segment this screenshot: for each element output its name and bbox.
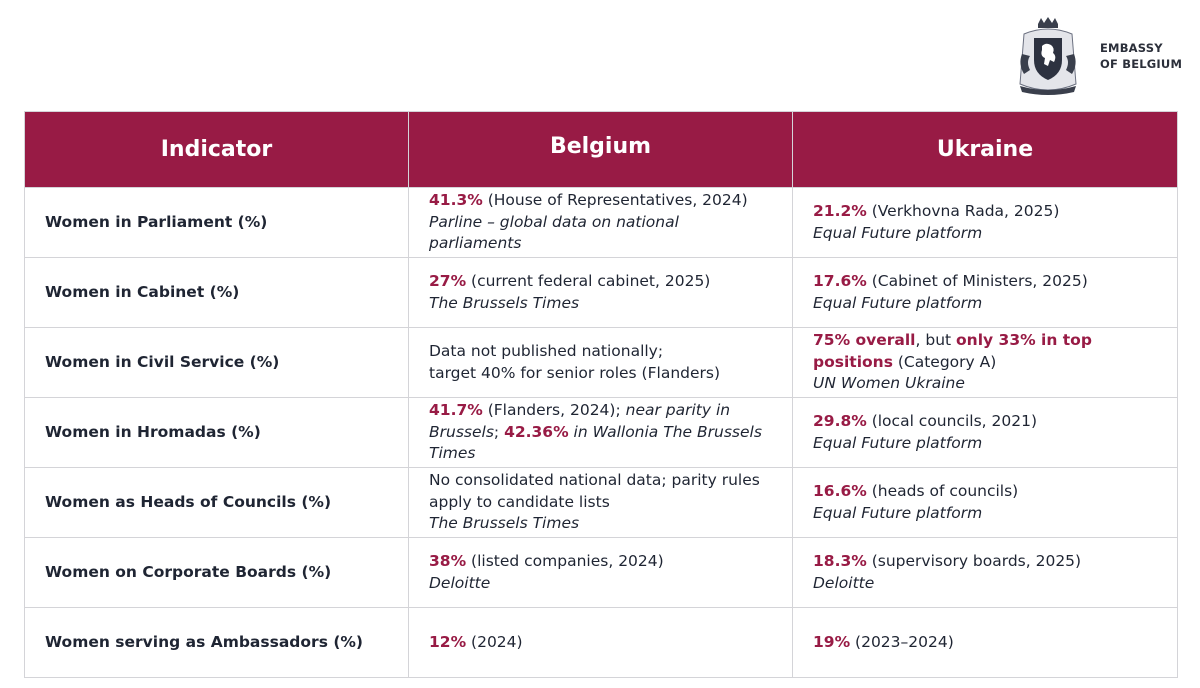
belgium-detail: Data not published nationally; <box>429 342 664 360</box>
ukraine-cell: 75% overall, but only 33% in top positio… <box>792 327 1178 398</box>
belgium-value: 42.36% <box>504 422 569 441</box>
column-header-indicator: Indicator <box>24 111 409 188</box>
belgium-cell: 27% (current federal cabinet, 2025) The … <box>408 257 793 328</box>
belgium-value: 38% <box>429 552 467 570</box>
table-row: Women in Cabinet (%) 27% (current federa… <box>24 257 1178 328</box>
table-header-row: Indicator Belgium Ukraine <box>24 111 1178 188</box>
ukraine-value: 29.8% <box>813 412 867 430</box>
ukraine-source: Equal Future platform <box>813 433 983 452</box>
table-row: Women as Heads of Councils (%) No consol… <box>24 467 1178 538</box>
ukraine-cell: 18.3% (supervisory boards, 2025) Deloitt… <box>792 537 1178 608</box>
comparison-table: Indicator Belgium Ukraine Women in Parli… <box>24 111 1178 678</box>
belgium-detail: (current federal cabinet, 2025) <box>466 272 711 290</box>
belgium-detail: target 40% for senior roles (Flanders) <box>429 363 721 382</box>
ukraine-detail: (local councils, 2021) <box>866 412 1038 430</box>
table-row: Women on Corporate Boards (%) 38% (liste… <box>24 537 1178 608</box>
belgium-value: 27% <box>429 272 467 290</box>
belgium-source: Deloitte <box>429 573 491 592</box>
ukraine-detail: (2023–2024) <box>850 632 954 651</box>
embassy-name: EMBASSY OF BELGIUM <box>1100 40 1182 72</box>
belgium-cell: No consolidated national data; parity ru… <box>408 467 793 538</box>
belgium-cell: 41.3% (House of Representatives, 2024) P… <box>408 187 793 258</box>
embassy-logo: EMBASSY OF BELGIUM <box>1010 14 1182 98</box>
ukraine-detail: (Category A) <box>892 352 997 371</box>
belgium-detail: (2024) <box>466 632 523 651</box>
belgium-value: 41.3% <box>429 191 483 210</box>
belgium-cell: 41.7% (Flanders, 2024); near parity in B… <box>408 397 793 468</box>
indicator-cell: Women on Corporate Boards (%) <box>24 537 409 608</box>
ukraine-value: 19% <box>813 632 851 651</box>
ukraine-value: 17.6% <box>813 272 867 290</box>
ukraine-detail: (supervisory boards, 2025) <box>866 552 1082 570</box>
indicator-cell: Women in Cabinet (%) <box>24 257 409 328</box>
logo-line-1: EMBASSY <box>1100 41 1163 55</box>
column-header-belgium: Belgium <box>408 111 793 188</box>
belgium-value: 12% <box>429 632 467 651</box>
ukraine-cell: 17.6% (Cabinet of Ministers, 2025) Equal… <box>792 257 1178 328</box>
belgium-detail: No consolidated national data; parity ru… <box>429 471 760 511</box>
belgium-source: The Brussels Times <box>429 293 580 312</box>
ukraine-source: Equal Future platform <box>813 293 983 312</box>
coat-of-arms-icon <box>1019 17 1077 95</box>
belgium-source: Parline – global data on national parlia… <box>429 212 679 253</box>
ukraine-value: only 33% in top positions <box>813 331 1092 371</box>
ukraine-source: Equal Future platform <box>813 503 983 522</box>
logo-line-2: OF BELGIUM <box>1100 57 1183 71</box>
ukraine-value: 18.3% <box>813 552 867 570</box>
ukraine-source: Deloitte <box>813 573 875 592</box>
belgium-detail: ; <box>493 422 505 441</box>
ukraine-cell: 21.2% (Verkhovna Rada, 2025) Equal Futur… <box>792 187 1178 258</box>
ukraine-source: UN Women Ukraine <box>813 374 965 393</box>
ukraine-source: Equal Future platform <box>813 223 983 242</box>
belgium-cell: Data not published nationally; target 40… <box>408 327 793 398</box>
table-row: Women in Hromadas (%) 41.7% (Flanders, 2… <box>24 397 1178 468</box>
ukraine-cell: 19% (2023–2024) <box>792 607 1178 678</box>
table-row: Women in Parliament (%) 41.3% (House of … <box>24 187 1178 258</box>
ukraine-detail: (Cabinet of Ministers, 2025) <box>866 272 1088 290</box>
indicator-cell: Women in Hromadas (%) <box>24 397 409 468</box>
belgium-source: in Wallonia The Brussels Times <box>429 422 762 463</box>
indicator-cell: Women as Heads of Councils (%) <box>24 467 409 538</box>
indicator-cell: Women in Parliament (%) <box>24 187 409 258</box>
ukraine-detail: (heads of councils) <box>866 482 1019 500</box>
indicator-cell: Women serving as Ambassadors (%) <box>24 607 409 678</box>
ukraine-value: 21.2% <box>813 202 867 220</box>
table-row: Women serving as Ambassadors (%) 12% (20… <box>24 607 1178 678</box>
ukraine-cell: 16.6% (heads of councils) Equal Future p… <box>792 467 1178 538</box>
ukraine-value: 75% overall <box>813 331 916 350</box>
belgium-detail: (Flanders, 2024); <box>482 401 626 420</box>
ukraine-detail: , but <box>915 331 957 350</box>
belgium-detail: (House of Representatives, 2024) <box>482 191 748 210</box>
belgium-source: The Brussels Times <box>429 514 580 533</box>
table-row: Women in Civil Service (%) Data not publ… <box>24 327 1178 398</box>
belgium-cell: 12% (2024) <box>408 607 793 678</box>
belgium-cell: 38% (listed companies, 2024) Deloitte <box>408 537 793 608</box>
ukraine-cell: 29.8% (local councils, 2021) Equal Futur… <box>792 397 1178 468</box>
ukraine-detail: (Verkhovna Rada, 2025) <box>866 202 1060 220</box>
belgium-value: 41.7% <box>429 401 483 420</box>
ukraine-value: 16.6% <box>813 482 867 500</box>
column-header-ukraine: Ukraine <box>792 111 1178 188</box>
belgium-note: near parity in Brussels <box>429 401 731 441</box>
indicator-cell: Women in Civil Service (%) <box>24 327 409 398</box>
belgium-detail: (listed companies, 2024) <box>466 552 664 570</box>
